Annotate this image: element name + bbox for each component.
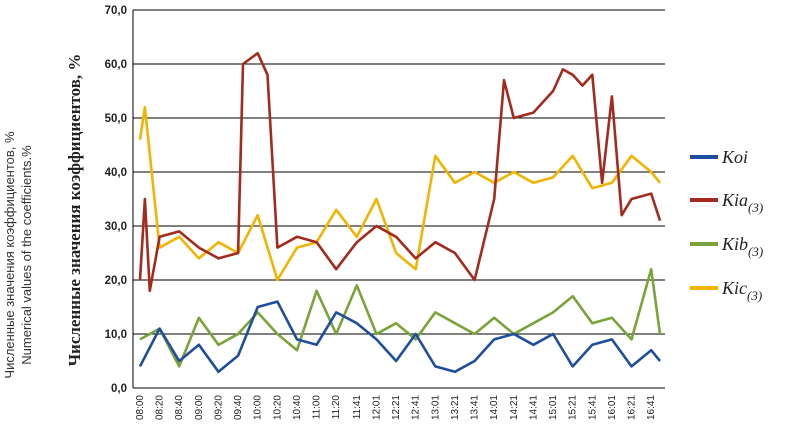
series-line-kia bbox=[138, 51, 662, 293]
x-tick-label: 09:20 bbox=[213, 395, 224, 420]
x-tick-label: 10:00 bbox=[253, 395, 264, 420]
x-tick-label: 14:01 bbox=[489, 395, 500, 420]
x-tick-label: 13:41 bbox=[470, 395, 481, 420]
x-tick-label: 10:20 bbox=[272, 395, 283, 420]
x-tick-label: 14:41 bbox=[528, 395, 539, 420]
x-tick-label: 15:41 bbox=[587, 395, 598, 420]
series-line-koi bbox=[138, 300, 662, 374]
x-tick-label: 15:01 bbox=[548, 395, 559, 420]
legend: Koi Kia(3) Kib(3) Kic(3) bbox=[690, 147, 763, 303]
x-tick-label: 08:20 bbox=[155, 395, 166, 420]
x-tick-label: 11:20 bbox=[331, 395, 342, 420]
legend-label-kib: Kib(3) bbox=[721, 234, 763, 259]
y-axis-label-inner: Численные значения коэффициентов, % bbox=[65, 54, 84, 367]
y-tick-labels: 0,0 10,0 20,0 30,0 40,0 50,0 60,0 70,0 bbox=[105, 5, 127, 395]
y-tick-label: 20,0 bbox=[105, 275, 127, 287]
x-tick-label: 11:00 bbox=[312, 395, 323, 420]
x-tick-label: 14:21 bbox=[509, 395, 520, 420]
x-tick-label: 15:21 bbox=[568, 395, 579, 420]
y-tick-label: 70,0 bbox=[105, 5, 127, 17]
x-tick-label: 13:01 bbox=[430, 395, 441, 420]
y-tick-label: 50,0 bbox=[105, 113, 127, 125]
legend-label-kic: Kic(3) bbox=[721, 278, 762, 303]
x-tick-label: 12:01 bbox=[371, 395, 382, 420]
x-tick-label: 08:00 bbox=[135, 395, 146, 420]
x-tick-labels: 08:00 08:20 08:40 09:00 09:20 09:40 10:00 10:20… bbox=[135, 395, 657, 420]
legend-label-kia: Kia(3) bbox=[721, 190, 763, 215]
x-tick-label: 16:01 bbox=[607, 395, 618, 420]
series-line-kic bbox=[138, 105, 662, 282]
series-line-kib bbox=[139, 267, 662, 368]
y-tick-label: 40,0 bbox=[105, 167, 127, 179]
y-tick-label: 30,0 bbox=[105, 221, 127, 233]
y-tick-label: 10,0 bbox=[105, 329, 127, 341]
x-tick-label: 11:41 bbox=[352, 395, 363, 420]
x-tick-label: 16:41 bbox=[646, 395, 657, 420]
x-tick-label: 13:21 bbox=[450, 395, 461, 420]
x-tick-label: 09:40 bbox=[233, 395, 244, 420]
x-tick-label: 09:00 bbox=[194, 395, 205, 420]
y-tick-label: 0,0 bbox=[111, 383, 127, 395]
gridlines bbox=[132, 9, 665, 389]
x-tick-label: 12:21 bbox=[391, 395, 402, 420]
x-tick-label: 08:40 bbox=[174, 395, 185, 420]
x-tick-label: 12:41 bbox=[411, 395, 422, 420]
series-lines bbox=[138, 51, 662, 374]
x-tick-label: 10:40 bbox=[292, 395, 303, 420]
y-tick-label: 60,0 bbox=[105, 59, 127, 71]
y-axis-label-outer-line1: Численные значения коэффициентов, % bbox=[2, 131, 17, 379]
x-tick-label: 16:21 bbox=[627, 395, 638, 420]
y-axis-label-outer-line2: Numerical values of the coefficients.% bbox=[19, 145, 34, 365]
legend-label-koi: Koi bbox=[721, 147, 748, 167]
